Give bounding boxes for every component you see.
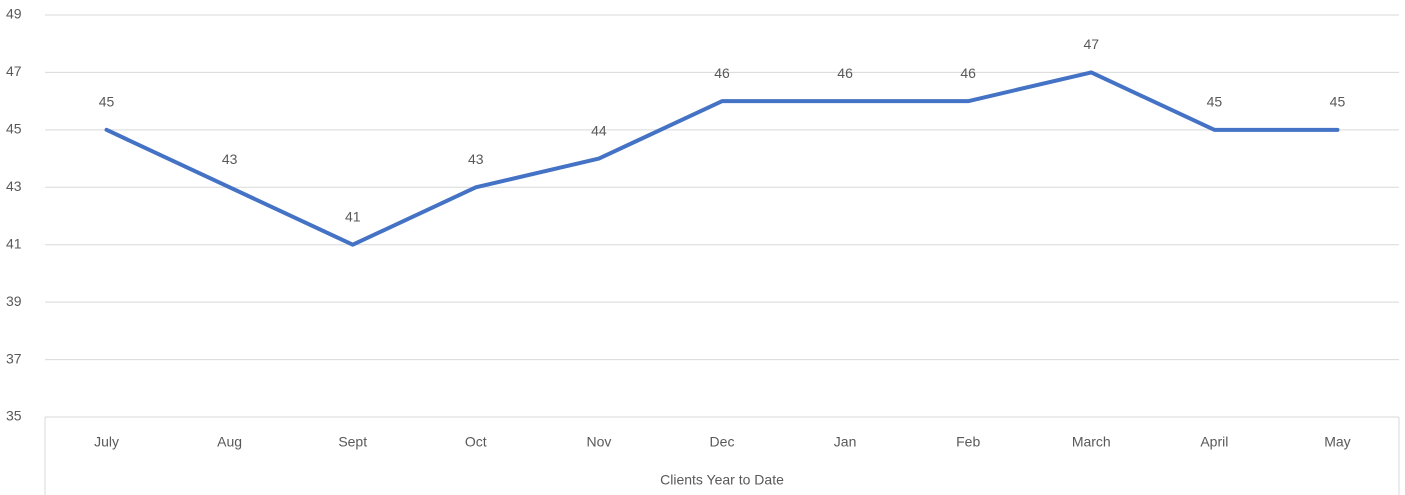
y-tick-label: 43 (6, 178, 22, 194)
y-tick-label: 39 (6, 293, 22, 309)
y-tick-label: 49 (6, 6, 22, 22)
x-tick-label: Aug (217, 434, 242, 450)
data-label: 46 (837, 65, 853, 81)
x-tick-label: Feb (956, 434, 980, 450)
data-label: 41 (345, 208, 361, 224)
x-axis-title: Clients Year to Date (660, 472, 784, 488)
data-label: 45 (99, 94, 115, 110)
x-tick-label: Jan (834, 434, 857, 450)
x-tick-label: Oct (465, 434, 487, 450)
y-tick-label: 35 (6, 408, 22, 424)
x-tick-label: Dec (710, 434, 735, 450)
x-tick-label: July (94, 434, 119, 450)
y-tick-label: 47 (6, 63, 22, 79)
x-tick-label: March (1072, 434, 1111, 450)
y-tick-label: 41 (6, 235, 22, 251)
x-tick-label: May (1324, 434, 1350, 450)
data-label: 43 (222, 151, 238, 167)
line-series (104, 70, 1340, 247)
y-tick-label: 37 (6, 350, 22, 366)
data-label: 45 (1207, 94, 1223, 110)
data-label: 47 (1083, 36, 1099, 52)
data-label: 44 (591, 122, 607, 138)
data-label: 45 (1330, 94, 1346, 110)
x-tick-label: Sept (338, 434, 367, 450)
data-label: 46 (714, 65, 730, 81)
y-tick-label: 45 (6, 121, 22, 137)
x-tick-label: April (1200, 434, 1228, 450)
data-label: 43 (468, 151, 484, 167)
x-tick-label: Nov (586, 434, 611, 450)
data-label: 46 (960, 65, 976, 81)
